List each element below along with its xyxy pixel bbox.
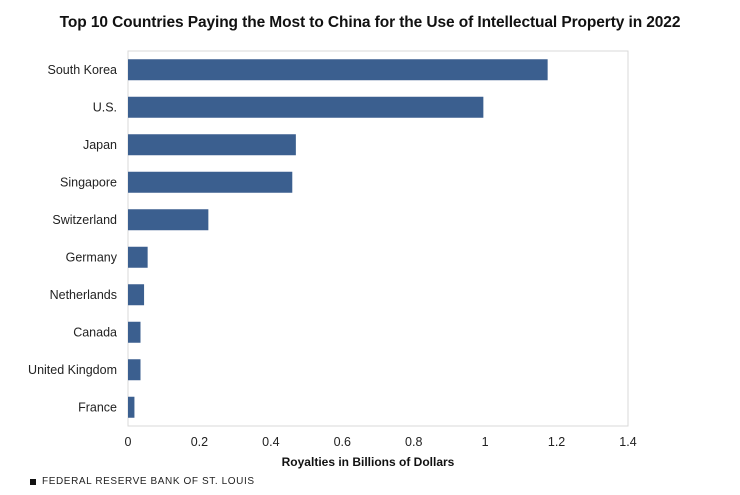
category-label-germany: Germany: [66, 250, 118, 264]
bar-france: [128, 396, 135, 418]
category-label-u-s: U.S.: [93, 100, 117, 114]
footer-square-icon: [30, 478, 36, 485]
category-label-netherlands: Netherlands: [50, 288, 117, 302]
category-label-canada: Canada: [73, 325, 117, 339]
category-label-singapore: Singapore: [60, 175, 117, 189]
x-tick-label: 0.8: [405, 435, 422, 449]
category-label-south-korea: South Korea: [48, 63, 118, 77]
x-axis-title: Royalties in Billions of Dollars: [282, 455, 455, 469]
category-label-france: France: [78, 400, 117, 414]
x-tick-label: 1.4: [619, 435, 636, 449]
bar-germany: [128, 246, 148, 268]
category-labels: South Korea U.S. Japan Singapore Switzerland…: [28, 63, 118, 415]
source-footer: FEDERAL RESERVE BANK OF ST. LOUIS: [30, 476, 255, 487]
x-tick-label: 0.6: [334, 435, 351, 449]
bar-south-korea: [128, 59, 548, 81]
bar-u-s: [128, 96, 484, 118]
bar-united-kingdom: [128, 359, 141, 381]
bar-japan: [128, 134, 296, 156]
x-axis-ticks: 0 0.2 0.4 0.6 0.8 1 1.2 1.4: [125, 435, 637, 449]
bar-canada: [128, 321, 141, 343]
x-tick-label: 1: [482, 435, 489, 449]
bars-group: [128, 59, 548, 418]
category-label-switzerland: Switzerland: [52, 213, 117, 227]
bar-netherlands: [128, 284, 145, 306]
x-tick-label: 0.4: [262, 435, 279, 449]
chart-title: Top 10 Countries Paying the Most to Chin…: [59, 14, 681, 31]
plot-area: [127, 50, 629, 427]
bar-switzerland: [128, 209, 209, 231]
source-label: FEDERAL RESERVE BANK OF ST. LOUIS: [42, 476, 255, 487]
bar-singapore: [128, 171, 293, 193]
x-tick-label: 1.2: [548, 435, 565, 449]
x-tick-label: 0: [125, 435, 132, 449]
x-tick-label: 0.2: [191, 435, 208, 449]
category-label-japan: Japan: [83, 138, 117, 152]
category-label-united-kingdom: United Kingdom: [28, 363, 117, 377]
